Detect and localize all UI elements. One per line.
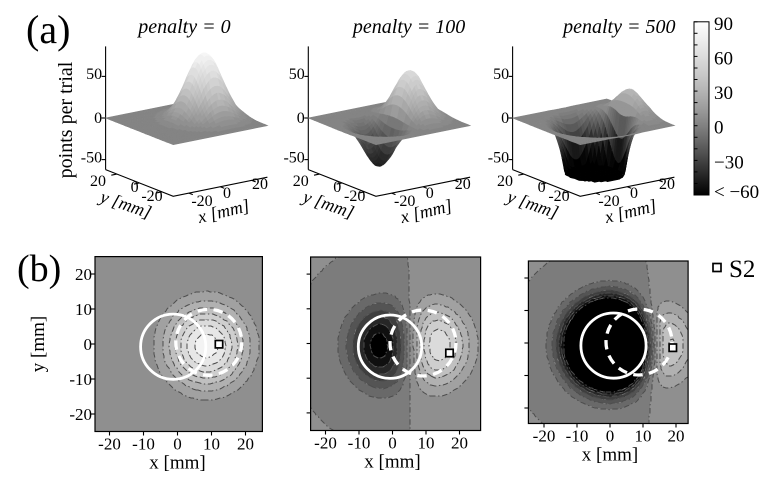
svg-text:0: 0 bbox=[297, 110, 305, 127]
svg-text:50: 50 bbox=[86, 66, 102, 83]
svg-text:0: 0 bbox=[630, 185, 638, 202]
svg-text:20: 20 bbox=[451, 434, 468, 453]
svg-text:20: 20 bbox=[237, 435, 254, 454]
svg-text:-10: -10 bbox=[132, 435, 155, 454]
svg-text:60: 60 bbox=[714, 48, 733, 69]
svg-text:0: 0 bbox=[606, 427, 615, 446]
svg-text:-10: -10 bbox=[566, 427, 589, 446]
svg-text:20: 20 bbox=[659, 176, 675, 193]
svg-text:90: 90 bbox=[714, 14, 733, 35]
svg-text:penalty = 100: penalty = 100 bbox=[351, 16, 465, 38]
svg-text:-50: -50 bbox=[81, 150, 102, 167]
svg-text:0: 0 bbox=[501, 110, 509, 127]
svg-text:−30: −30 bbox=[714, 152, 744, 173]
svg-text:50: 50 bbox=[289, 66, 305, 83]
svg-text:-20: -20 bbox=[69, 405, 92, 424]
svg-text:x [mm]: x [mm] bbox=[582, 445, 638, 466]
svg-text:20: 20 bbox=[90, 173, 106, 190]
svg-text:x [mm]: x [mm] bbox=[149, 453, 205, 474]
svg-text:points per trial: points per trial bbox=[55, 61, 77, 178]
svg-text:0: 0 bbox=[388, 434, 397, 453]
svg-text:20: 20 bbox=[75, 265, 92, 284]
svg-text:-20: -20 bbox=[533, 427, 556, 446]
svg-text:-10: -10 bbox=[348, 434, 371, 453]
svg-text:10: 10 bbox=[75, 300, 92, 319]
svg-text:(a): (a) bbox=[26, 7, 70, 52]
svg-text:0: 0 bbox=[94, 110, 102, 127]
svg-text:20: 20 bbox=[252, 176, 268, 193]
svg-text:20: 20 bbox=[497, 173, 513, 190]
svg-text:20: 20 bbox=[668, 427, 685, 446]
svg-text:0: 0 bbox=[426, 185, 434, 202]
svg-text:0: 0 bbox=[223, 185, 231, 202]
svg-text:10: 10 bbox=[418, 434, 435, 453]
svg-text:-20: -20 bbox=[394, 193, 415, 210]
svg-text:-20: -20 bbox=[598, 193, 619, 210]
svg-text:0: 0 bbox=[131, 179, 139, 196]
svg-text:-50: -50 bbox=[488, 150, 509, 167]
svg-text:0: 0 bbox=[714, 118, 724, 139]
svg-text:penalty = 0: penalty = 0 bbox=[136, 16, 230, 38]
svg-text:50: 50 bbox=[493, 66, 509, 83]
svg-text:x [mm]: x [mm] bbox=[364, 452, 420, 473]
svg-text:30: 30 bbox=[714, 83, 733, 104]
svg-text:10: 10 bbox=[635, 427, 652, 446]
svg-text:< −60: < −60 bbox=[714, 182, 759, 203]
svg-text:-20: -20 bbox=[344, 188, 365, 205]
svg-text:0: 0 bbox=[84, 335, 93, 354]
svg-text:S2: S2 bbox=[729, 256, 755, 283]
svg-text:20: 20 bbox=[455, 176, 471, 193]
svg-text:-20: -20 bbox=[548, 188, 569, 205]
svg-text:penalty = 500: penalty = 500 bbox=[561, 16, 675, 38]
svg-text:y [mm]: y [mm] bbox=[28, 316, 49, 372]
svg-text:-20: -20 bbox=[314, 434, 337, 453]
svg-text:-20: -20 bbox=[191, 193, 212, 210]
svg-text:-20: -20 bbox=[98, 435, 121, 454]
svg-text:0: 0 bbox=[173, 435, 182, 454]
svg-text:-20: -20 bbox=[141, 188, 162, 205]
svg-text:(b): (b) bbox=[17, 248, 61, 290]
svg-text:-10: -10 bbox=[69, 370, 92, 389]
svg-text:10: 10 bbox=[203, 435, 220, 454]
svg-text:20: 20 bbox=[293, 173, 309, 190]
svg-text:0: 0 bbox=[333, 179, 341, 196]
svg-text:-50: -50 bbox=[283, 150, 304, 167]
svg-text:0: 0 bbox=[538, 179, 546, 196]
